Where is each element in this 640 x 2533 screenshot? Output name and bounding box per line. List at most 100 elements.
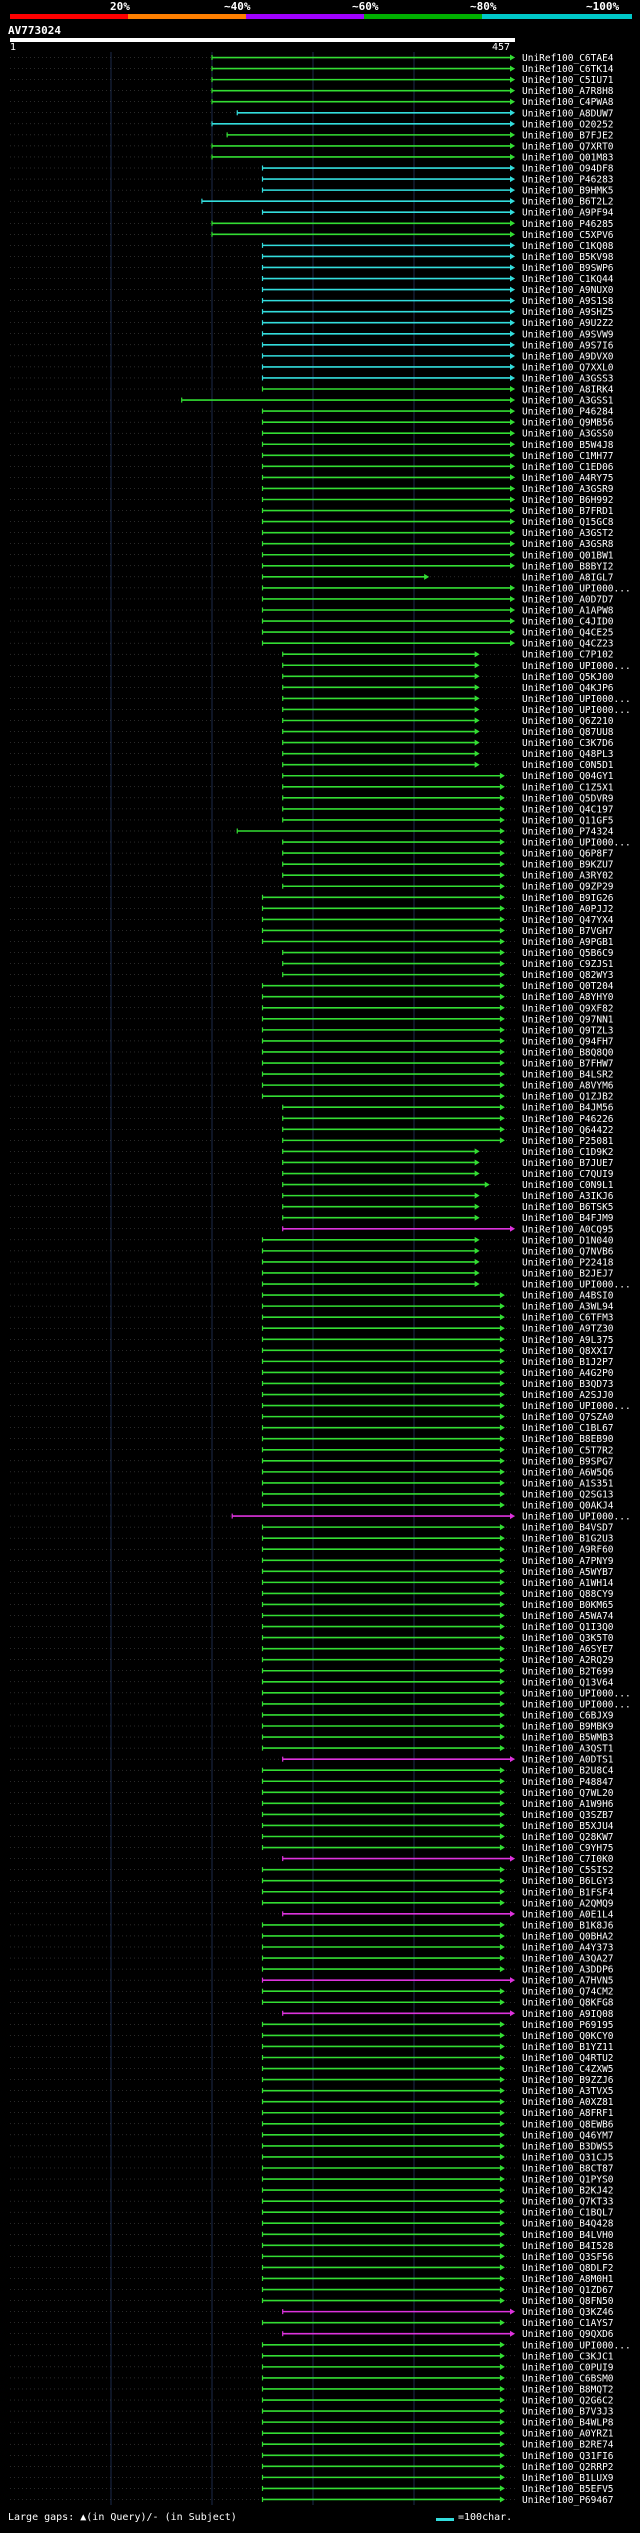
hit-label: UniRef100_Q13V64 (522, 1677, 614, 1688)
hit-label: UniRef100_B5XJU4 (522, 1821, 614, 1832)
query-ruler (10, 38, 515, 42)
hit-label: UniRef100_Q48PL3 (522, 749, 614, 760)
hit-label: UniRef100_C0N5D1 (522, 760, 614, 771)
hit-label: UniRef100_Q7NVB6 (522, 1246, 614, 1257)
hit-label: UniRef100_Q4KJP6 (522, 683, 614, 694)
hit-label: UniRef100_Q0BHA2 (522, 1931, 614, 1942)
hit-arrow (510, 640, 515, 647)
hit-label: UniRef100_Q5B6C9 (522, 948, 614, 959)
hit-arrow (474, 1148, 480, 1155)
hit-label: UniRef100_A0CQ95 (522, 1224, 614, 1235)
hit-arrow (499, 2397, 505, 2404)
hit-arrow (499, 1645, 505, 1652)
hit-arrow (474, 1258, 480, 1265)
hit-label: UniRef100_B7FRD1 (522, 506, 614, 517)
hit-arrow (499, 1490, 505, 1497)
hit-arrow (499, 1037, 505, 1044)
identity-color-scale (10, 14, 632, 19)
hit-arrow (499, 1667, 505, 1674)
hit-label: UniRef100_C7QUI9 (522, 1169, 614, 1180)
large-gaps-legend: Large gaps: ▲(in Query)/- (in Subject) (8, 2512, 237, 2523)
hit-arrow (510, 518, 515, 525)
hit-label: UniRef100_Q7SZA0 (522, 1412, 614, 1423)
hit-label: UniRef100_A9TZ30 (522, 1324, 614, 1335)
hit-label: UniRef100_A7R8H8 (522, 86, 614, 97)
hit-label: UniRef100_B4FJM9 (522, 1213, 614, 1224)
hit-label: UniRef100_B1J2P7 (522, 1357, 614, 1368)
hit-label: UniRef100_A5WYB7 (522, 1567, 614, 1578)
hit-label: UniRef100_A8YHY0 (522, 992, 614, 1003)
hit-arrow (499, 2231, 505, 2238)
hit-arrow (510, 1910, 515, 1917)
hit-arrow (510, 220, 515, 227)
hit-label: UniRef100_UPI000... (522, 583, 631, 594)
hit-arrow (499, 1700, 505, 1707)
hit-arrow (499, 1502, 505, 1509)
hit-arrow (510, 231, 515, 238)
hit-arrow (499, 2120, 505, 2127)
hit-arrow (499, 2430, 505, 2437)
hit-label: UniRef100_C3K7D6 (522, 738, 614, 749)
hit-arrow (474, 662, 480, 669)
hit-arrow (499, 1634, 505, 1641)
hit-label: UniRef100_P46284 (522, 407, 614, 418)
hit-label: UniRef100_A1WH14 (522, 1578, 614, 1589)
hit-arrow (499, 1877, 505, 1884)
hit-label: UniRef100_O20252 (522, 119, 614, 130)
hit-label: UniRef100_Q3SF56 (522, 2252, 614, 2263)
hit-arrow (474, 750, 480, 757)
hit-arrow (510, 253, 515, 260)
hit-label: UniRef100_A4Y373 (522, 1942, 614, 1953)
hit-label: UniRef100_C5T7R2 (522, 1445, 614, 1456)
hit-label: UniRef100_B4LSR2 (522, 1070, 614, 1081)
hit-arrow (510, 131, 515, 138)
hit-arrow (510, 419, 515, 426)
hit-arrow (510, 165, 515, 172)
hit-arrow (499, 1060, 505, 1067)
hit-label: UniRef100_A3GST2 (522, 528, 614, 539)
hit-label: UniRef100_Q3KZ46 (522, 2307, 614, 2318)
hit-arrow (499, 1115, 505, 1122)
hit-label: UniRef100_C0PUI9 (522, 2362, 614, 2373)
hit-label: UniRef100_Q1I3Q0 (522, 1622, 614, 1633)
hit-label: UniRef100_B1FSF4 (522, 1887, 614, 1898)
hit-label: UniRef100_P46285 (522, 219, 614, 230)
hit-label: UniRef100_Q2G6C2 (522, 2396, 614, 2407)
hit-arrow (499, 2275, 505, 2282)
hit-label: UniRef100_C1MH77 (522, 451, 614, 462)
hit-arrow (510, 242, 515, 249)
hit-arrow (499, 2485, 505, 2492)
hit-arrow (510, 408, 515, 415)
scale-label-80: ~80% (470, 0, 497, 13)
hit-arrow (499, 2098, 505, 2105)
hit-label: UniRef100_A6SYE7 (522, 1644, 614, 1655)
hit-arrow (474, 739, 480, 746)
hit-arrow (499, 861, 505, 868)
hit-arrow (499, 1988, 505, 1995)
hit-label: UniRef100_B5EFV5 (522, 2484, 614, 2495)
hit-arrow (510, 352, 515, 359)
hit-label: UniRef100_B6LGY3 (522, 1876, 614, 1887)
hit-label: UniRef100_Q47YX4 (522, 915, 614, 926)
hit-label: UniRef100_UPI000... (522, 1280, 631, 1291)
hit-arrow (499, 2496, 505, 2503)
hit-arrow (499, 1711, 505, 1718)
hit-arrow (510, 209, 515, 216)
hit-label: UniRef100_B9KZU7 (522, 860, 614, 871)
hit-arrow (499, 850, 505, 857)
hit-label: UniRef100_B8Q8Q0 (522, 1047, 614, 1058)
hit-label: UniRef100_B8MQT2 (522, 2384, 614, 2395)
hit-label: UniRef100_B8BYI2 (522, 561, 614, 572)
hit-label: UniRef100_Q46YM7 (522, 2130, 614, 2141)
hit-arrow (499, 2109, 505, 2116)
large-gaps-label: Large gaps: (8, 2512, 81, 2523)
hit-arrow (510, 584, 515, 591)
hit-label: UniRef100_B2RE74 (522, 2440, 614, 2451)
hit-arrow (499, 2242, 505, 2249)
hit-label: UniRef100_B6H992 (522, 495, 614, 506)
hit-arrow (499, 1004, 505, 1011)
hit-arrow (499, 1391, 505, 1398)
hit-label: UniRef100_Q1ZJB2 (522, 1092, 614, 1103)
hit-label: UniRef100_B1K8J6 (522, 1920, 614, 1931)
hit-label: UniRef100_B2U8C4 (522, 1766, 614, 1777)
